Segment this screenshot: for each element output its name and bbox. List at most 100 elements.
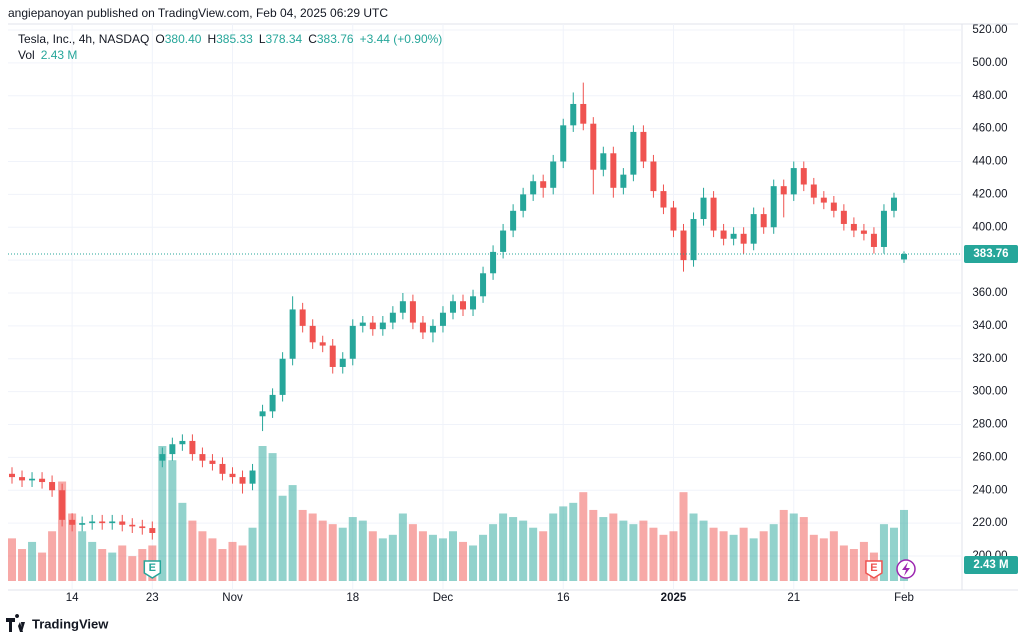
candle-body bbox=[790, 168, 797, 195]
volume-bar bbox=[198, 531, 207, 581]
candle-body bbox=[500, 230, 507, 252]
y-tick-label: 280.00 bbox=[972, 419, 1007, 431]
ohlc-letter: L bbox=[259, 32, 266, 46]
candle-body bbox=[530, 181, 537, 195]
volume-bar bbox=[348, 517, 357, 581]
x-tick-label: 2025 bbox=[661, 592, 687, 604]
volume-bar bbox=[719, 531, 728, 581]
candle-body bbox=[490, 251, 497, 274]
volume-bar bbox=[839, 545, 848, 581]
candle-body bbox=[139, 526, 146, 529]
ohlc-value: 378.34 bbox=[266, 32, 303, 46]
candle-body bbox=[429, 325, 436, 333]
volume-bar bbox=[288, 485, 297, 581]
candle-body bbox=[229, 473, 236, 478]
ohlc-value: 385.33 bbox=[216, 32, 253, 46]
y-tick-label: 400.00 bbox=[972, 221, 1007, 233]
volume-bar bbox=[328, 524, 337, 581]
volume-bar bbox=[68, 513, 77, 581]
volume-bar bbox=[418, 531, 427, 581]
x-tick-label: 18 bbox=[346, 592, 359, 604]
candle-body bbox=[740, 233, 747, 244]
candle-body bbox=[470, 296, 477, 310]
candle-body bbox=[399, 301, 406, 313]
candle-body bbox=[369, 322, 376, 330]
candle-body bbox=[730, 233, 737, 239]
volume-bar bbox=[428, 534, 437, 581]
x-tick-label: Nov bbox=[222, 592, 243, 604]
volume-title: Vol bbox=[18, 48, 35, 62]
x-tick-label: 14 bbox=[66, 592, 79, 604]
candle-body bbox=[770, 186, 777, 228]
volume-bar bbox=[408, 524, 417, 581]
volume-bar bbox=[779, 509, 788, 581]
volume-bar bbox=[749, 538, 758, 581]
volume-bar bbox=[579, 492, 588, 581]
candle-body bbox=[820, 197, 827, 203]
volume-bar bbox=[298, 509, 307, 581]
candle-body bbox=[720, 230, 727, 239]
volume-bar bbox=[609, 513, 618, 581]
volume-bar bbox=[438, 538, 447, 581]
candle-body bbox=[520, 194, 527, 211]
candle-body bbox=[830, 202, 837, 211]
candle-body bbox=[870, 233, 877, 247]
footer-logo: TradingView bbox=[6, 614, 109, 632]
last-price-label: 383.76 bbox=[973, 248, 1008, 260]
candle-body bbox=[29, 478, 36, 481]
volume-layer bbox=[8, 446, 908, 581]
volume-bar bbox=[699, 520, 708, 581]
y-tick-label: 300.00 bbox=[972, 386, 1007, 398]
candle-body bbox=[239, 477, 246, 484]
volume-bar bbox=[789, 513, 798, 581]
volume-bar bbox=[158, 446, 167, 581]
volume-bar bbox=[709, 527, 718, 581]
candle-body bbox=[439, 312, 446, 326]
x-tick-label: 16 bbox=[557, 592, 570, 604]
candle-body bbox=[119, 521, 126, 525]
volume-bar bbox=[759, 531, 768, 581]
volume-bar bbox=[178, 502, 187, 581]
candle-body bbox=[279, 358, 286, 395]
candle-body bbox=[99, 521, 106, 524]
event-label: E bbox=[870, 562, 877, 574]
candle-body bbox=[219, 463, 226, 474]
candle-body bbox=[890, 197, 897, 211]
volume-legend: Vol 2.43 M bbox=[18, 48, 77, 62]
volume-badge-label: 2.43 M bbox=[973, 559, 1008, 571]
volume-bar bbox=[88, 541, 97, 581]
candle-body bbox=[460, 301, 467, 310]
volume-bar bbox=[278, 495, 287, 581]
candle-body bbox=[9, 473, 15, 478]
volume-bar bbox=[859, 541, 868, 581]
volume-bar bbox=[829, 531, 838, 581]
candle-body bbox=[199, 454, 206, 461]
volume-bar bbox=[729, 534, 738, 581]
volume-bar bbox=[58, 481, 67, 581]
y-tick-label: 220.00 bbox=[972, 517, 1007, 529]
candle-body bbox=[169, 444, 176, 455]
candle-body bbox=[349, 325, 356, 359]
volume-bar bbox=[98, 549, 107, 581]
y-tick-label: 520.00 bbox=[972, 24, 1007, 36]
candle-body bbox=[800, 168, 807, 185]
volume-bar bbox=[188, 520, 197, 581]
volume-bar bbox=[78, 531, 87, 581]
x-tick-label: 23 bbox=[146, 592, 159, 604]
volume-bar bbox=[659, 534, 668, 581]
volume-bar bbox=[619, 520, 628, 581]
candle-body bbox=[59, 490, 66, 520]
volume-bar bbox=[38, 552, 47, 581]
volume-bar bbox=[489, 524, 498, 581]
volume-bar bbox=[559, 506, 568, 581]
volume-bar bbox=[118, 545, 127, 581]
y-tick-label: 500.00 bbox=[972, 57, 1007, 69]
ohlc-letter: O bbox=[155, 32, 164, 46]
candle-body bbox=[850, 223, 857, 231]
candle-body bbox=[419, 322, 426, 333]
candle-body bbox=[309, 325, 316, 343]
volume-bar bbox=[228, 541, 237, 581]
volume-bar bbox=[258, 446, 267, 581]
y-tick-label: 460.00 bbox=[972, 123, 1007, 135]
volume-bar bbox=[889, 527, 898, 581]
